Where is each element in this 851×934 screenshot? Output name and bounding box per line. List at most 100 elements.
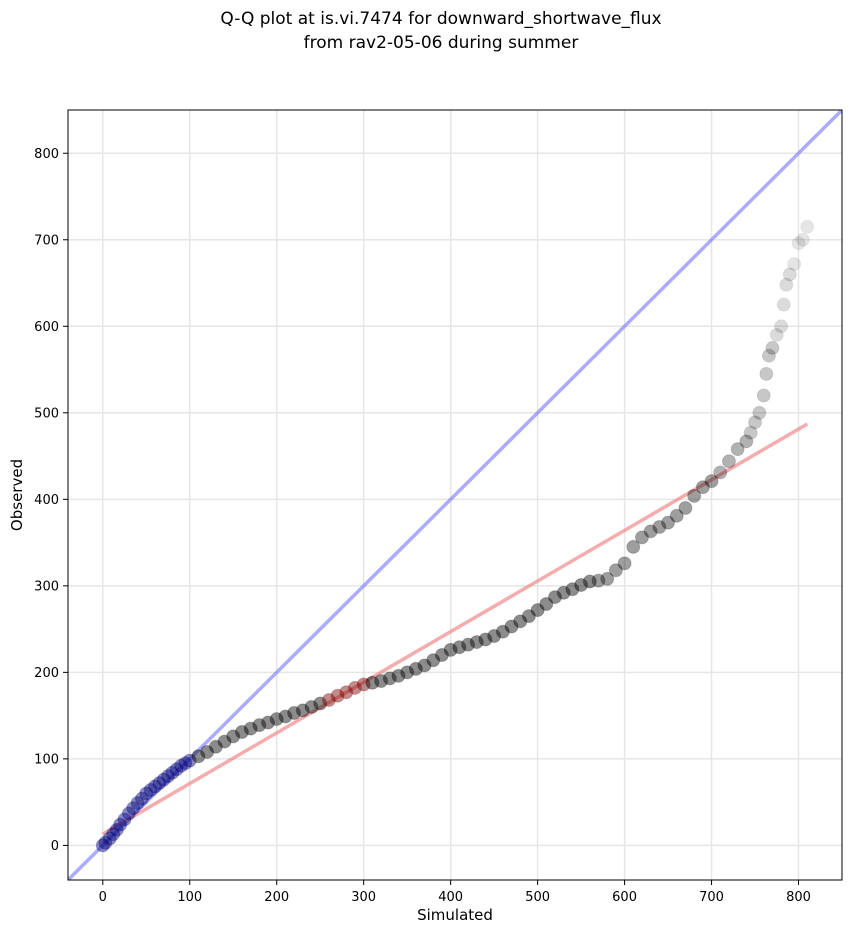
- reference-lines: [68, 110, 842, 880]
- fit-line: [101, 422, 809, 836]
- quantile-point: [730, 442, 745, 457]
- quantile-point: [434, 648, 449, 663]
- quantile-point: [452, 640, 467, 655]
- quantile-point: [365, 675, 380, 690]
- quantile-point: [487, 629, 502, 644]
- quantile-point: [382, 671, 397, 686]
- quantile-point: [156, 772, 171, 787]
- quantile-point: [521, 609, 536, 624]
- identity-line: [68, 110, 842, 880]
- quantile-point: [756, 388, 771, 403]
- quantile-point: [713, 465, 728, 480]
- x-axis-label: Simulated: [417, 906, 493, 924]
- quantile-point: [759, 366, 774, 381]
- quantile-point: [374, 674, 389, 689]
- quantile-point: [504, 619, 519, 634]
- quantile-point: [617, 556, 632, 571]
- quantile-point: [539, 597, 554, 612]
- quantile-point: [687, 488, 702, 503]
- quantile-point: [117, 812, 132, 827]
- quantile-point: [126, 801, 141, 816]
- y-tick-label: 100: [34, 752, 59, 767]
- quantile-point: [106, 827, 121, 842]
- y-axis-label: Observed: [8, 459, 26, 531]
- quantile-point: [178, 756, 193, 771]
- chart-title-line2: from rav2-05-06 during summer: [304, 33, 579, 53]
- quantile-point: [669, 508, 684, 523]
- grid: [68, 110, 842, 880]
- quantile-point: [182, 753, 197, 768]
- quantile-point: [761, 348, 776, 363]
- quantile-point: [330, 688, 345, 703]
- quantile-point: [426, 653, 441, 668]
- quantile-point: [161, 769, 176, 784]
- quantile-point: [782, 267, 797, 282]
- quantile-point: [400, 665, 415, 680]
- x-tick-label: 500: [525, 890, 550, 905]
- quantile-point: [174, 758, 189, 773]
- quantile-point: [752, 405, 767, 420]
- quantile-point: [208, 739, 223, 754]
- x-tick-label: 400: [438, 890, 463, 905]
- quantile-point: [461, 637, 476, 652]
- quantile-point: [704, 474, 719, 489]
- quantile-point: [109, 822, 124, 837]
- y-tick-label: 700: [34, 233, 59, 248]
- quantile-point: [652, 520, 667, 535]
- x-tick-label: 200: [264, 890, 289, 905]
- quantile-point: [774, 319, 789, 334]
- quantile-point: [776, 297, 791, 312]
- quantile-point: [243, 721, 258, 736]
- quantile-point: [678, 500, 693, 515]
- quantile-point: [769, 327, 784, 342]
- quantile-point: [261, 715, 276, 730]
- quantile-point: [582, 574, 597, 589]
- x-tick-label: 700: [699, 890, 724, 905]
- quantile-point: [574, 577, 589, 592]
- quantile-point: [739, 434, 754, 449]
- quantile-point: [408, 661, 423, 676]
- x-tick-label: 100: [177, 890, 202, 905]
- quantile-point: [321, 693, 336, 708]
- quantile-point: [165, 765, 180, 780]
- quantile-point: [548, 590, 563, 605]
- quantile-point: [339, 685, 354, 700]
- quantile-point: [556, 585, 571, 600]
- y-tick-label: 800: [34, 147, 59, 162]
- quantile-point: [191, 749, 206, 764]
- quantile-point: [495, 624, 510, 639]
- quantile-point: [278, 709, 293, 724]
- quantile-point: [608, 563, 623, 578]
- quantile-point: [152, 776, 167, 791]
- quantile-point: [356, 677, 371, 692]
- quantile-point: [313, 696, 328, 711]
- quantile-point: [295, 703, 310, 718]
- x-tick-label: 0: [99, 890, 107, 905]
- y-tick-label: 400: [34, 493, 59, 508]
- quantile-point: [113, 817, 128, 832]
- quantile-point: [95, 838, 110, 853]
- quantile-point: [417, 658, 432, 673]
- quantile-point: [643, 524, 658, 539]
- quantile-point: [269, 712, 284, 727]
- quantile-point: [795, 232, 810, 247]
- quantile-point: [304, 699, 319, 714]
- chart-title-line1: Q-Q plot at is.vi.7474 for downward_shor…: [220, 9, 661, 29]
- x-tick-label: 800: [786, 890, 811, 905]
- quantile-point: [226, 729, 241, 744]
- quantile-point: [98, 835, 113, 850]
- quantile-point: [217, 734, 232, 749]
- y-tick-label: 600: [34, 320, 59, 335]
- quantile-point: [600, 571, 615, 586]
- quantile-point: [143, 783, 158, 798]
- quantile-point: [721, 454, 736, 469]
- quantile-point: [147, 779, 162, 794]
- quantile-point: [779, 277, 794, 292]
- y-tick-label: 300: [34, 579, 59, 594]
- quantile-point: [252, 718, 267, 733]
- quantile-point: [347, 680, 362, 695]
- quantile-point: [478, 632, 493, 647]
- quantile-point: [513, 614, 528, 629]
- quantile-point: [130, 796, 145, 810]
- quantile-point: [626, 539, 641, 554]
